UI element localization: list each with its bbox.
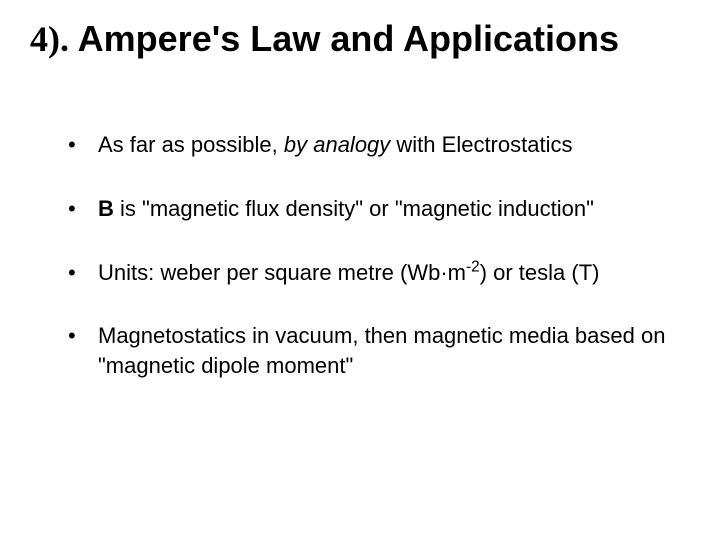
text-run-bold: B	[98, 196, 114, 221]
slide-title: 4). Ampere's Law and Applications	[30, 18, 690, 60]
bullet-dot-icon: •	[68, 321, 98, 351]
slide: 4). Ampere's Law and Applications • As f…	[0, 0, 720, 540]
title-number: 4).	[30, 19, 69, 59]
bullet-item: • Magnetostatics in vacuum, then magneti…	[68, 321, 690, 380]
bullet-dot-icon: •	[68, 258, 98, 288]
bullet-item: • Units: weber per square metre (Wb·m-2)…	[68, 258, 690, 288]
title-text: Ampere's Law and Applications	[69, 18, 619, 59]
bullet-item: • B is "magnetic flux density" or "magne…	[68, 194, 690, 224]
text-run: As far as possible,	[98, 132, 284, 157]
bullet-item: • As far as possible, by analogy with El…	[68, 130, 690, 160]
text-run: Magnetostatics in vacuum, then magnetic …	[98, 323, 665, 378]
text-run: ) or tesla (T)	[480, 260, 600, 285]
bullet-dot-icon: •	[68, 130, 98, 160]
bullet-text: Units: weber per square metre (Wb·m-2) o…	[98, 258, 690, 288]
bullet-text: As far as possible, by analogy with Elec…	[98, 130, 690, 160]
bullet-list: • As far as possible, by analogy with El…	[30, 130, 690, 380]
text-run: Units: weber per square metre (Wb·m	[98, 260, 466, 285]
text-run: is "magnetic flux density" or "magnetic …	[114, 196, 594, 221]
bullet-text: Magnetostatics in vacuum, then magnetic …	[98, 321, 690, 380]
bullet-dot-icon: •	[68, 194, 98, 224]
text-run: with Electrostatics	[390, 132, 572, 157]
text-run-superscript: -2	[466, 258, 480, 275]
bullet-text: B is "magnetic flux density" or "magneti…	[98, 194, 690, 224]
text-run-italic: by analogy	[284, 132, 390, 157]
